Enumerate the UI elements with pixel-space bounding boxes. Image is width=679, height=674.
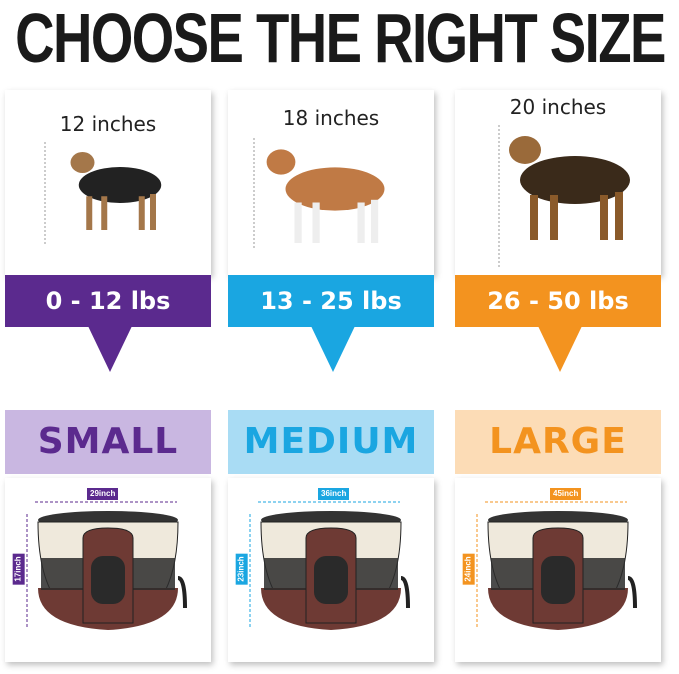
width-dimension-label: 36inch [318,488,350,500]
pointer-arrow [88,326,132,372]
size-label-medium: MEDIUM [228,410,434,474]
height-dimension-label: 24inch [462,553,475,585]
dog-height-label: 20 inches [509,95,607,119]
size-column-small: 12 inches 0 - 12 lbs SMALL [5,0,211,674]
dog-illustration [44,142,162,246]
playpen-illustration [26,501,187,630]
pointer-arrow [538,326,582,372]
dog-illustration [253,138,385,248]
weight-banner: 0 - 12 lbs [5,275,211,327]
dog-card: 12 inches [5,90,211,275]
playpen-card: 45inch 24inch [455,478,661,662]
height-dimension-label: 23inch [235,553,248,585]
dog-height-label: 18 inches [282,106,380,130]
width-dimension-label: 45inch [550,488,582,500]
size-label-large: LARGE [455,410,661,474]
playpen-card: 36inch 23inch [228,478,434,662]
weight-banner: 26 - 50 lbs [455,275,661,327]
weight-banner: 13 - 25 lbs [228,275,434,327]
playpen-illustration [249,501,410,630]
width-dimension-label: 29inch [87,488,119,500]
dog-illustration [498,125,630,268]
height-dimension-label: 17inch [12,553,25,585]
size-column-medium: 18 inches 13 - 25 lbs MEDIUM [228,0,434,674]
dog-card: 18 inches [228,90,434,275]
pointer-arrow [311,326,355,372]
dog-card: 20 inches [455,90,661,275]
playpen-illustration [476,501,637,630]
playpen-card: 29inch 17inch [5,478,211,662]
page-title: CHOOSE THE RIGHT SIZE [14,0,666,77]
size-column-large: 20 inches 26 - 50 lbs LARGE [455,0,661,674]
dog-height-label: 12 inches [59,112,157,136]
size-label-small: SMALL [5,410,211,474]
